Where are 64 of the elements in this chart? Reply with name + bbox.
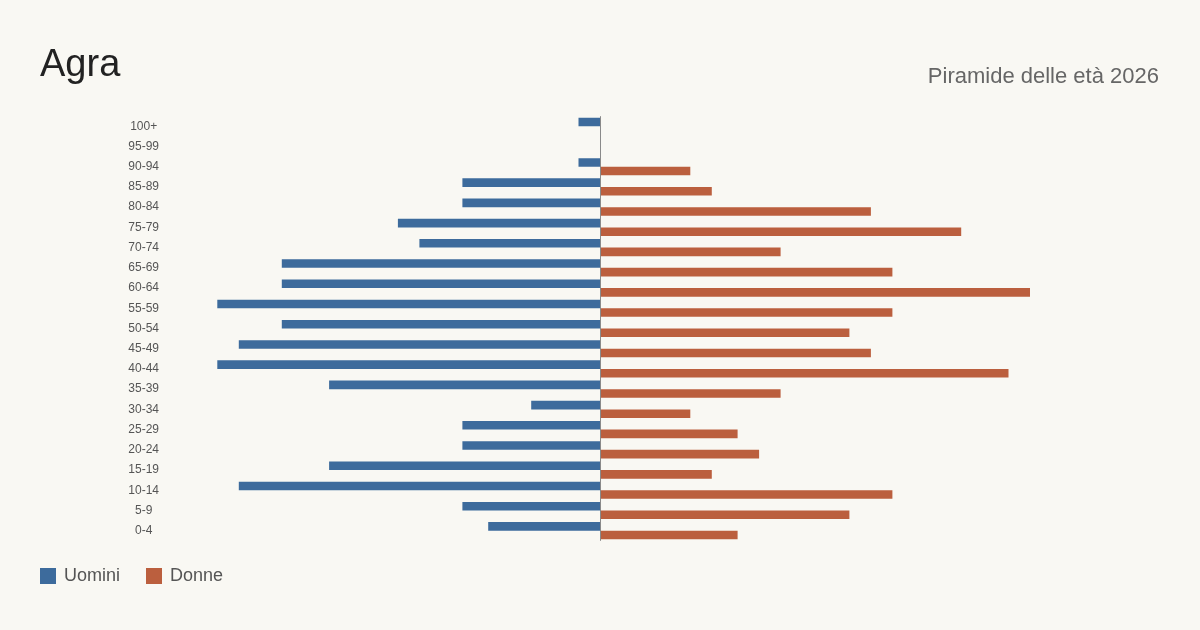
y-tick-label: 5-9 — [134, 502, 153, 517]
bar — [329, 461, 600, 471]
bar — [600, 267, 893, 277]
bar — [238, 340, 600, 349]
legend-label: Uomini — [64, 565, 121, 586]
bar — [462, 421, 600, 430]
y-tick-label: 95-99 — [128, 138, 160, 153]
bar — [462, 441, 600, 450]
bar — [329, 380, 600, 390]
bar — [600, 186, 712, 196]
y-tick-label: 30-34 — [128, 401, 160, 416]
bar — [462, 178, 600, 187]
bar — [578, 158, 600, 167]
y-tick-label: 75-79 — [128, 219, 160, 234]
y-tick-label: 15-19 — [128, 462, 160, 477]
chart-subtitle: Piramide delle età 2026 — [927, 63, 1159, 89]
y-tick-label: 35-39 — [128, 381, 160, 396]
bar — [600, 348, 871, 358]
y-tick-label: 70-74 — [128, 239, 160, 254]
bar — [217, 360, 600, 369]
bar — [600, 166, 691, 176]
bar — [397, 218, 600, 228]
bar — [600, 409, 691, 418]
bar — [600, 207, 871, 216]
y-tick-label: 65-69 — [128, 260, 160, 275]
bar — [462, 501, 600, 511]
bar — [600, 227, 962, 236]
bar — [238, 481, 600, 491]
bar — [600, 429, 738, 439]
y-tick-label: 90-94 — [128, 159, 160, 174]
bar — [600, 510, 850, 520]
bar — [600, 308, 893, 317]
y-tick-label: 60-64 — [128, 280, 160, 295]
bar — [600, 470, 712, 479]
bar — [600, 449, 760, 459]
bar — [488, 522, 600, 531]
bar — [281, 259, 600, 268]
y-tick-label: 55-59 — [128, 300, 160, 315]
y-tick-label: 45-49 — [128, 341, 160, 356]
bar — [600, 490, 893, 499]
y-tick-label: 20-24 — [128, 442, 160, 457]
bar — [281, 279, 600, 289]
y-tick-label: 0-4 — [134, 523, 153, 537]
legend-label: Donne — [170, 565, 224, 586]
bar — [600, 530, 738, 540]
chart-title: Agra — [40, 42, 121, 85]
bar — [600, 368, 1009, 378]
y-tick-label: 40-44 — [128, 361, 160, 376]
bar — [462, 198, 600, 208]
bar — [600, 389, 781, 398]
bar — [600, 247, 781, 257]
y-tick-label: 50-54 — [128, 320, 160, 335]
bar — [217, 299, 600, 309]
y-tick-label: 100+ — [130, 118, 158, 133]
bar — [600, 328, 850, 338]
y-tick-label: 25-29 — [128, 421, 160, 436]
bar — [281, 319, 600, 329]
bar — [531, 400, 600, 410]
y-tick-label: 10-14 — [128, 482, 160, 497]
y-tick-label: 85-89 — [128, 179, 160, 194]
bar — [419, 239, 600, 248]
y-tick-label: 80-84 — [128, 199, 160, 214]
bar — [600, 288, 1030, 297]
bar — [578, 117, 600, 127]
